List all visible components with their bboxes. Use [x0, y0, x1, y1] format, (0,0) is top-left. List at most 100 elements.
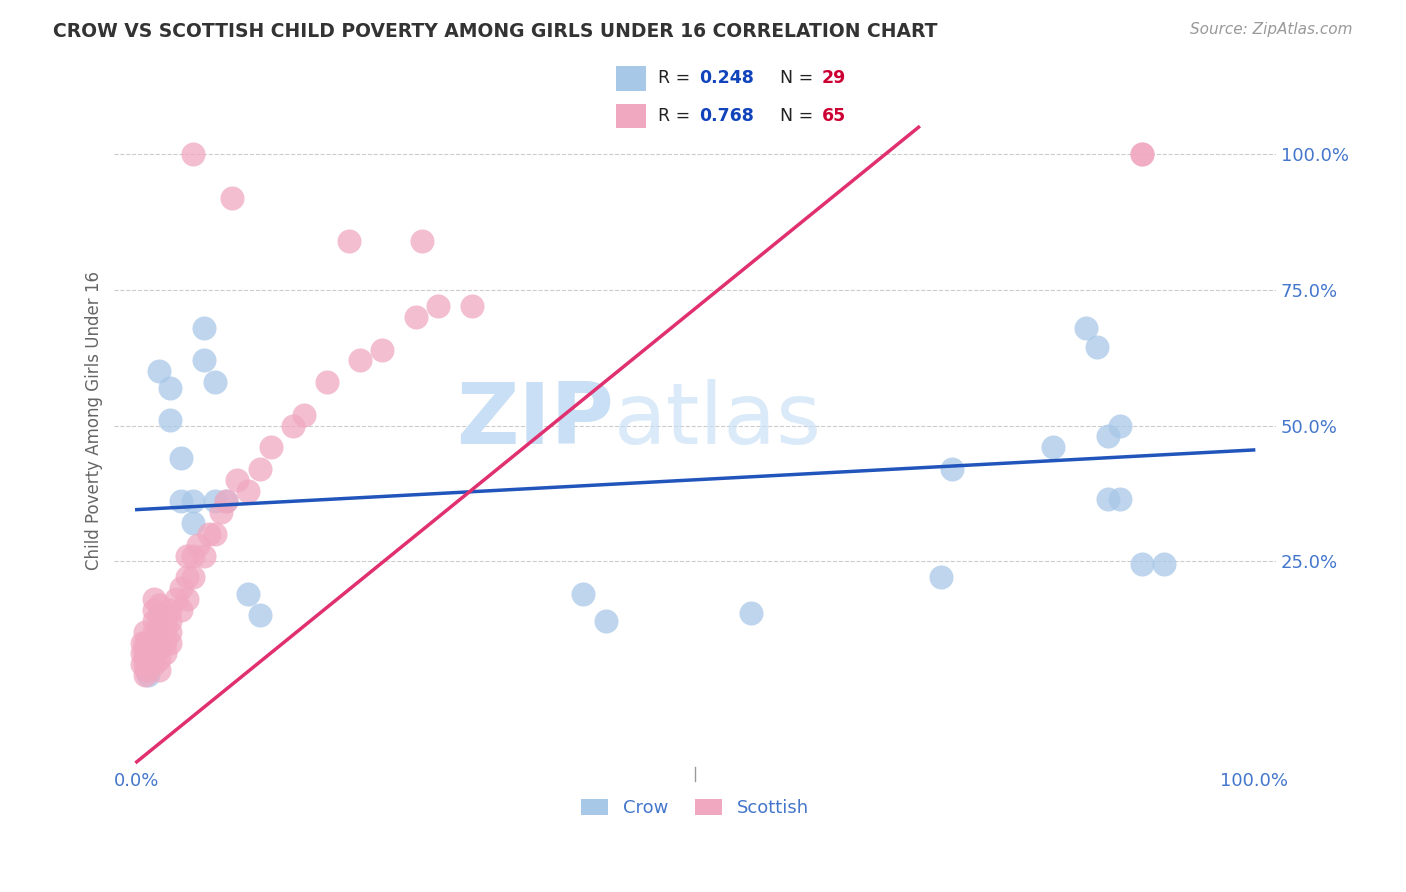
Point [198, 527, 221, 541]
Text: 65: 65 [821, 107, 846, 125]
Point [139, 657, 162, 672]
Point [204, 527, 226, 541]
Point [281, 418, 304, 433]
Point [1130, 557, 1153, 571]
Point [142, 657, 165, 672]
Point [572, 587, 595, 601]
Text: atlas: atlas [614, 378, 823, 462]
Point [136, 646, 159, 660]
Point [221, 191, 243, 205]
Point [176, 549, 198, 563]
Point [1153, 557, 1175, 571]
Point [148, 640, 170, 655]
Point [148, 608, 170, 623]
Point [142, 614, 165, 628]
Point [148, 652, 170, 666]
Point [139, 646, 162, 660]
Point [1042, 440, 1064, 454]
Text: N =: N = [780, 70, 818, 87]
Text: 0.768: 0.768 [699, 107, 754, 125]
Bar [616, 66, 647, 91]
Point [135, 663, 157, 677]
Point [215, 494, 238, 508]
Point [427, 299, 450, 313]
Bar [616, 103, 647, 128]
Point [740, 606, 762, 620]
Point [1130, 147, 1153, 161]
Point [181, 147, 204, 161]
Point [153, 646, 176, 660]
Point [134, 635, 156, 649]
Text: CROW VS SCOTTISH CHILD POVERTY AMONG GIRLS UNDER 16 CORRELATION CHART: CROW VS SCOTTISH CHILD POVERTY AMONG GIR… [53, 22, 938, 41]
Point [238, 483, 260, 498]
Point [153, 635, 176, 649]
Point [181, 570, 204, 584]
Point [159, 603, 181, 617]
Text: N =: N = [780, 107, 818, 125]
Point [159, 413, 181, 427]
Point [1097, 491, 1119, 506]
Point [142, 635, 165, 649]
Point [153, 624, 176, 639]
Point [226, 473, 249, 487]
Point [148, 598, 170, 612]
Point [136, 668, 159, 682]
Point [165, 592, 187, 607]
Point [134, 657, 156, 672]
Y-axis label: Child Poverty Among Girls Under 16: Child Poverty Among Girls Under 16 [86, 270, 103, 570]
Point [176, 592, 198, 607]
Point [405, 310, 427, 324]
Point [215, 494, 238, 508]
Point [142, 603, 165, 617]
Point [181, 549, 204, 563]
Point [159, 381, 181, 395]
Point [148, 630, 170, 644]
Point [131, 635, 153, 649]
Text: ZIP: ZIP [456, 378, 614, 462]
Text: Source: ZipAtlas.com: Source: ZipAtlas.com [1189, 22, 1353, 37]
Point [170, 603, 193, 617]
Point [148, 663, 170, 677]
Text: R =: R = [658, 107, 695, 125]
Point [142, 624, 165, 639]
Point [170, 494, 193, 508]
Point [142, 646, 165, 660]
Point [249, 462, 271, 476]
Point [134, 624, 156, 639]
Point [249, 608, 271, 623]
Point [595, 614, 617, 628]
Point [941, 462, 963, 476]
Point [315, 375, 337, 389]
Point [1074, 321, 1097, 335]
Point [371, 343, 394, 357]
Point [1130, 147, 1153, 161]
Point [139, 635, 162, 649]
Point [238, 587, 260, 601]
Point [1097, 429, 1119, 443]
Point [929, 570, 952, 584]
Point [1108, 418, 1130, 433]
Point [159, 624, 181, 639]
Point [209, 505, 232, 519]
Point [136, 657, 159, 672]
Point [181, 494, 204, 508]
Point [131, 657, 153, 672]
Point [159, 635, 181, 649]
Point [187, 538, 209, 552]
Point [337, 234, 360, 248]
Point [1108, 491, 1130, 506]
Legend: Crow, Scottish: Crow, Scottish [574, 791, 817, 824]
Point [1085, 340, 1108, 354]
Point [349, 353, 371, 368]
Point [142, 592, 165, 607]
Point [181, 516, 204, 531]
Point [193, 353, 215, 368]
Point [135, 652, 157, 666]
Point [134, 668, 156, 682]
Point [260, 440, 283, 454]
Point [411, 234, 433, 248]
Point [153, 614, 176, 628]
Point [148, 619, 170, 633]
Point [170, 581, 193, 595]
Point [461, 299, 484, 313]
